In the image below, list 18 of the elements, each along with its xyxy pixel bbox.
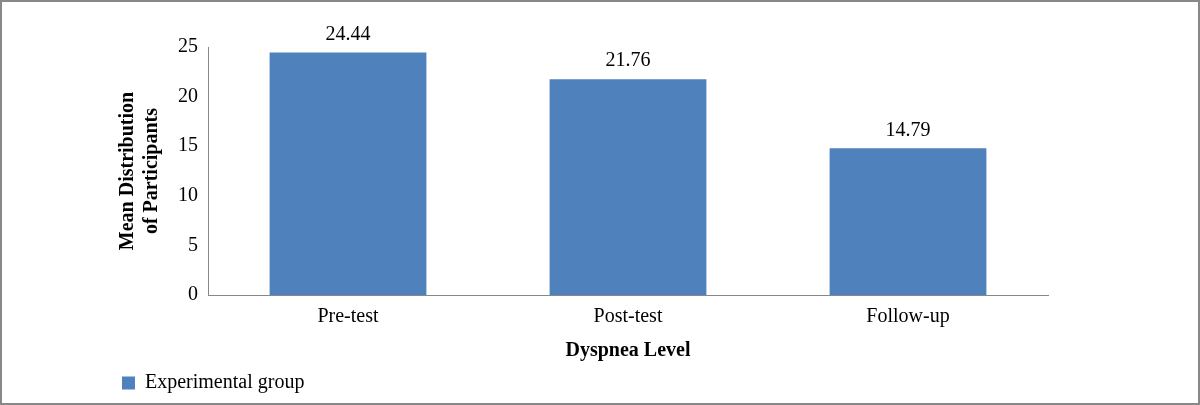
- y-axis-title: Mean Distribution of Participants: [115, 91, 163, 251]
- x-tick-label: Pre-test: [317, 304, 379, 327]
- x-tick-label: Follow-up: [866, 304, 950, 328]
- data-label: 14.79: [885, 117, 931, 140]
- legend-label: Experimental group: [145, 370, 305, 394]
- y-tick-label: 10: [178, 183, 198, 206]
- y-tick-label: 0: [188, 282, 198, 305]
- bar: [269, 52, 427, 295]
- bar: [829, 148, 987, 295]
- y-tick-label: 25: [178, 34, 198, 57]
- y-tick-label: 15: [178, 133, 198, 156]
- y-tick-label: 5: [188, 232, 198, 255]
- x-axis-title: Dyspnea Level: [565, 338, 691, 362]
- data-label: 21.76: [605, 48, 651, 71]
- data-label: 24.44: [325, 21, 371, 44]
- bar: [549, 79, 707, 295]
- x-tick-label: Post-test: [593, 304, 663, 327]
- y-tick-label: 20: [178, 83, 198, 106]
